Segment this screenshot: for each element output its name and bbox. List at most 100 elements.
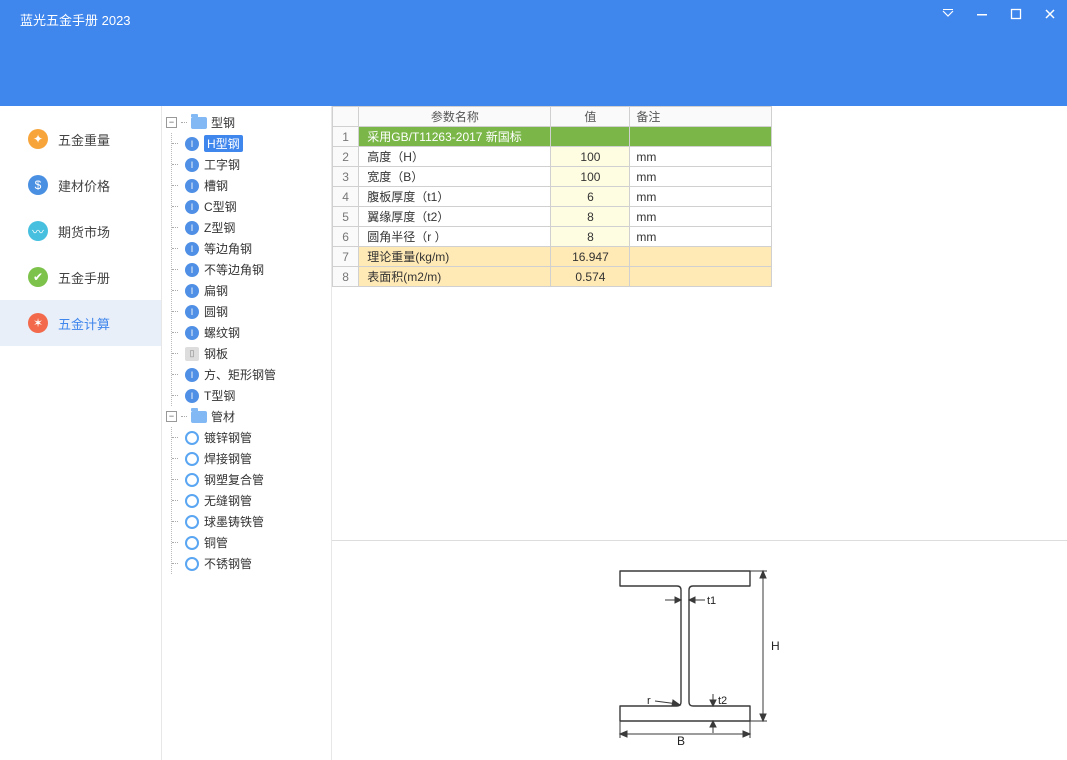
sidebar-icon: ✔ (28, 267, 48, 287)
tree-leaf-label: 工字钢 (204, 156, 240, 173)
leaf-icon: I (185, 389, 199, 403)
tree-leaf[interactable]: IC型钢 (186, 196, 327, 217)
tree-leaf[interactable]: I不等边角钢 (186, 259, 327, 280)
window-controls (931, 0, 1067, 28)
sidebar-item-0[interactable]: ✦五金重量 (0, 116, 161, 162)
row-number: 8 (333, 267, 359, 287)
tree-leaf[interactable]: I等边角钢 (186, 238, 327, 259)
tree-leaf[interactable]: 镀锌钢管 (186, 427, 327, 448)
minimize-button[interactable] (965, 0, 999, 28)
param-value[interactable]: 100 (551, 147, 630, 167)
sidebar-item-1[interactable]: $建材价格 (0, 162, 161, 208)
sidebar-icon: 〰 (28, 221, 48, 241)
tree-leaf-label: Z型钢 (204, 219, 235, 236)
tree-group-header[interactable]: − 管材 (166, 406, 327, 427)
sidebar-item-3[interactable]: ✔五金手册 (0, 254, 161, 300)
expander-icon[interactable]: − (166, 411, 177, 422)
tree-leaf[interactable]: I 螺纹钢 (186, 322, 327, 343)
app-body: ✦五金重量$建材价格〰期货市场✔五金手册✶五金计算 −型钢IH型钢I工字钢I槽钢… (0, 106, 1067, 760)
app-window: 蓝光五金手册 2023 ✦五金重量$建材价格〰期货市场✔五金手册✶五金计算 −型… (0, 0, 1067, 760)
tree-leaf[interactable]: 球墨铸铁管 (186, 511, 327, 532)
col-header-name: 参数名称 (359, 107, 551, 127)
leaf-icon: ▯ (185, 347, 199, 361)
h-beam-diagram: H B (332, 540, 1067, 760)
parameter-table-wrap: 参数名称 值 备注 1采用GB/T11263-2017 新国标2高度（H）100… (332, 106, 1067, 540)
table-row[interactable]: 8表面积(m2/m)0.574 (333, 267, 772, 287)
leaf-icon (185, 431, 199, 445)
leaf-icon (185, 452, 199, 466)
table-row[interactable]: 5翼缘厚度（t2）8mm (333, 207, 772, 227)
param-name: 腹板厚度（t1） (359, 187, 551, 207)
main-panel: 参数名称 值 备注 1采用GB/T11263-2017 新国标2高度（H）100… (332, 106, 1067, 760)
tree-leaf-label: 螺纹钢 (204, 324, 240, 341)
sidebar-item-label: 五金计算 (58, 314, 110, 333)
tree-leaf[interactable]: I槽钢 (186, 175, 327, 196)
maximize-button[interactable] (999, 0, 1033, 28)
table-row[interactable]: 6圆角半径（r ）8mm (333, 227, 772, 247)
param-value[interactable]: 6 (551, 187, 630, 207)
param-note: mm (630, 227, 772, 247)
tree-group-header[interactable]: −型钢 (166, 112, 327, 133)
table-row[interactable]: 2高度（H）100mm (333, 147, 772, 167)
leaf-icon: I (185, 368, 199, 382)
tree-leaf[interactable]: 无缝钢管 (186, 490, 327, 511)
category-tree: −型钢IH型钢I工字钢I槽钢IC型钢IZ型钢I等边角钢I不等边角钢I扁钢I圆钢I… (162, 106, 332, 760)
dropdown-icon[interactable] (931, 0, 965, 28)
row-number: 4 (333, 187, 359, 207)
table-row[interactable]: 1采用GB/T11263-2017 新国标 (333, 127, 772, 147)
param-value[interactable]: 8 (551, 227, 630, 247)
row-number: 7 (333, 247, 359, 267)
tree-leaf-label: 不锈钢管 (204, 555, 252, 572)
tree-leaf[interactable]: I方、矩形钢管 (186, 364, 327, 385)
tree-leaf[interactable]: I扁钢 (186, 280, 327, 301)
param-value[interactable]: 100 (551, 167, 630, 187)
row-number-header (333, 107, 359, 127)
parameter-table: 参数名称 值 备注 1采用GB/T11263-2017 新国标2高度（H）100… (332, 106, 772, 287)
table-row[interactable]: 7理论重量(kg/m)16.947 (333, 247, 772, 267)
tree-leaf[interactable]: I工字钢 (186, 154, 327, 175)
tree-leaf-label: 扁钢 (204, 282, 228, 299)
tree-leaf-label: 镀锌钢管 (204, 429, 252, 446)
tree-leaf[interactable]: ▯钢板 (186, 343, 327, 364)
leaf-icon (185, 536, 199, 550)
tree-leaf[interactable]: 钢塑复合管 (186, 469, 327, 490)
tree-leaf-label: 无缝钢管 (204, 492, 252, 509)
param-name: 宽度（B） (359, 167, 551, 187)
table-row[interactable]: 4腹板厚度（t1）6mm (333, 187, 772, 207)
folder-icon (191, 411, 207, 423)
param-value[interactable]: 0.574 (551, 267, 630, 287)
leaf-icon: I (185, 179, 199, 193)
sidebar-item-4[interactable]: ✶五金计算 (0, 300, 161, 346)
close-button[interactable] (1033, 0, 1067, 28)
tree-leaf-label: 圆钢 (204, 303, 228, 320)
sidebar-item-2[interactable]: 〰期货市场 (0, 208, 161, 254)
param-name: 理论重量(kg/m) (359, 247, 551, 267)
param-value[interactable]: 8 (551, 207, 630, 227)
param-value[interactable] (551, 127, 630, 147)
sidebar-item-label: 五金重量 (58, 130, 110, 149)
tree-leaf[interactable]: I T型钢 (186, 385, 327, 406)
tree-leaf-label: T型钢 (204, 387, 235, 404)
tree-leaf[interactable]: 焊接钢管 (186, 448, 327, 469)
diagram-label-r: r (647, 695, 651, 707)
param-name: 圆角半径（r ） (359, 227, 551, 247)
param-name: 翼缘厚度（t2） (359, 207, 551, 227)
param-value[interactable]: 16.947 (551, 247, 630, 267)
expander-icon[interactable]: − (166, 117, 177, 128)
leaf-icon: I (185, 242, 199, 256)
sidebar-icon: $ (28, 175, 48, 195)
table-row[interactable]: 3宽度（B）100mm (333, 167, 772, 187)
tree-leaf[interactable]: IZ型钢 (186, 217, 327, 238)
param-name: 采用GB/T11263-2017 新国标 (359, 127, 551, 147)
tree-group-label: 管材 (211, 408, 235, 425)
tree-leaf[interactable]: I 圆钢 (186, 301, 327, 322)
leaf-icon: I (185, 326, 199, 340)
leaf-icon (185, 515, 199, 529)
leaf-icon: I (185, 200, 199, 214)
col-header-value: 值 (551, 107, 630, 127)
leaf-icon: I (185, 305, 199, 319)
tree-leaf[interactable]: 不锈钢管 (186, 553, 327, 574)
title-bar: 蓝光五金手册 2023 (0, 0, 1067, 106)
tree-leaf[interactable]: 铜管 (186, 532, 327, 553)
tree-leaf[interactable]: IH型钢 (186, 133, 327, 154)
